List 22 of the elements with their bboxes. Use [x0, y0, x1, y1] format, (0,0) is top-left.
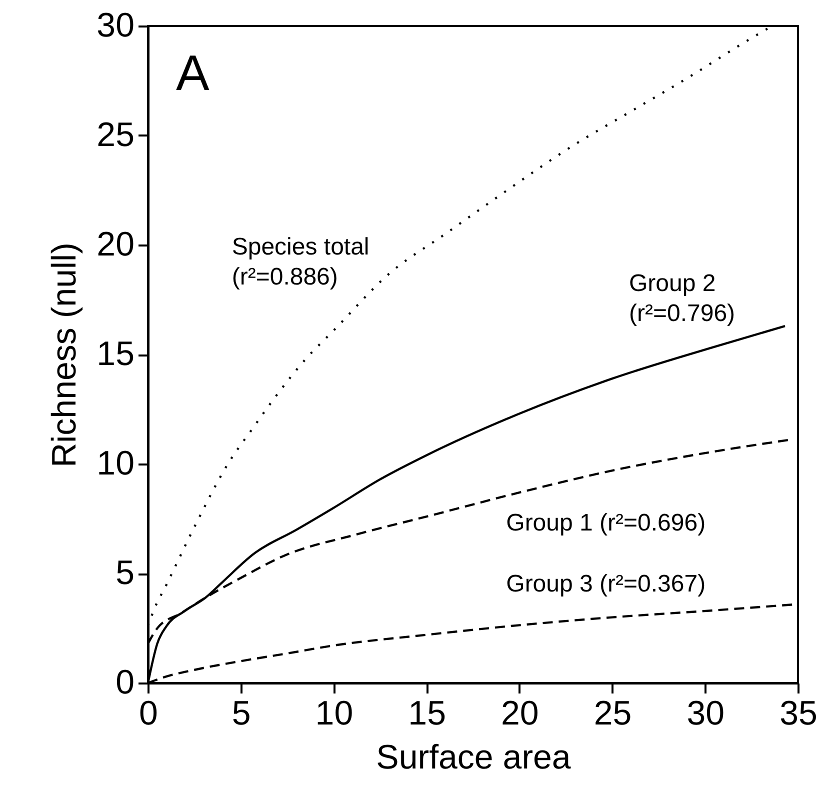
x-tick-label: 25 — [594, 694, 632, 732]
x-tick-label: 35 — [780, 694, 818, 732]
y-axis-title: Richness (null) — [46, 242, 84, 468]
y-tick-label: 10 — [96, 444, 134, 482]
series-label: Group 3 (r²=0.367) — [506, 570, 706, 598]
y-tick-label: 25 — [96, 116, 134, 154]
x-tick-label: 20 — [501, 694, 539, 732]
x-tick-label: 5 — [232, 694, 251, 732]
x-tick-label: 15 — [408, 694, 446, 732]
y-tick-label: 0 — [116, 664, 134, 702]
x-axis-title: Surface area — [376, 738, 571, 776]
y-tick-label: 20 — [96, 226, 134, 264]
series-label: Group 1 (r²=0.696) — [506, 509, 706, 536]
y-tick-label: 15 — [96, 335, 134, 373]
annotation: A — [176, 45, 210, 101]
series-label: Species total (r²=0.886) — [232, 233, 370, 290]
x-tick-label: 10 — [315, 694, 354, 732]
x-tick-label: 30 — [686, 694, 725, 732]
y-tick-label: 5 — [116, 554, 134, 592]
y-tick-label: 30 — [96, 6, 134, 44]
x-tick-label: 0 — [139, 694, 158, 732]
series-label: Group 2 (r²=0.796) — [629, 270, 736, 328]
